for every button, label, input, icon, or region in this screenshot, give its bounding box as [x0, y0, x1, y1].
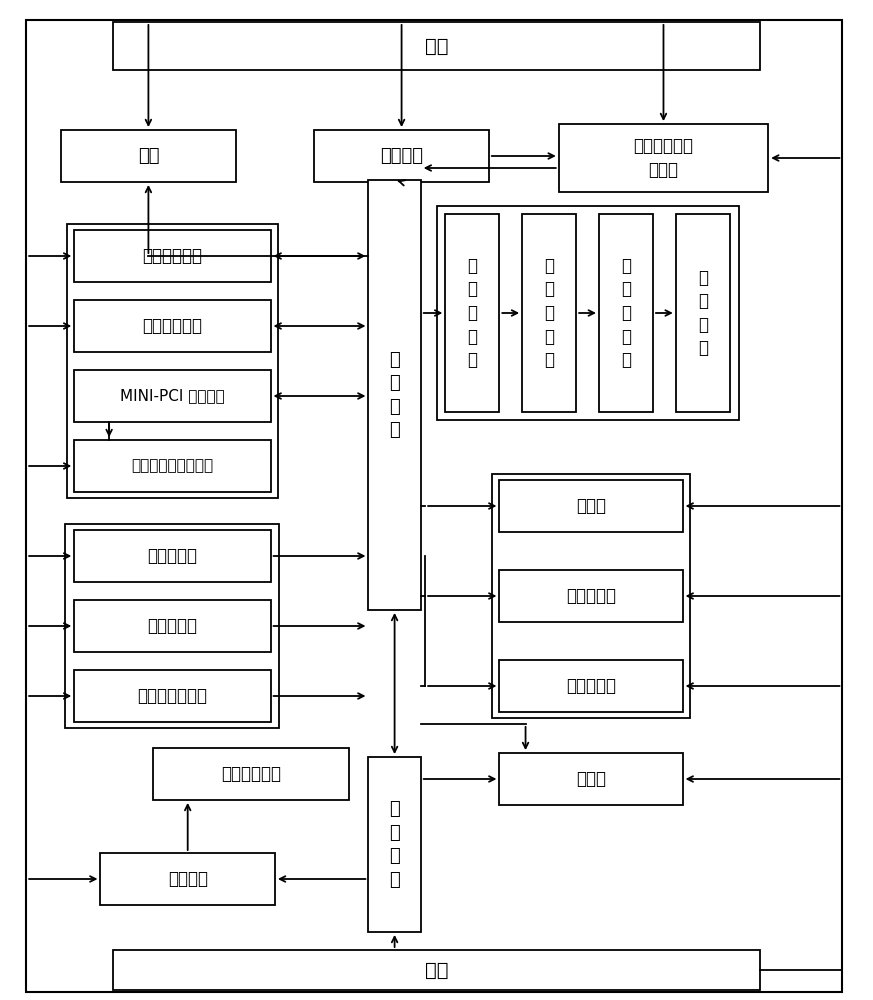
- Text: 湿度检测器: 湿度检测器: [148, 617, 197, 635]
- Text: 显示屏: 显示屏: [576, 770, 606, 788]
- Text: 温控仪: 温控仪: [576, 497, 606, 515]
- Bar: [559, 124, 768, 192]
- Bar: [74, 230, 271, 282]
- Text: 湿度控制器: 湿度控制器: [566, 587, 616, 605]
- Text: 无
线
音
箱: 无 线 音 箱: [698, 269, 708, 357]
- Bar: [65, 524, 279, 728]
- Text: 空气状况记录仪: 空气状况记录仪: [137, 687, 208, 705]
- Text: 人体健康指标
检测仪: 人体健康指标 检测仪: [634, 137, 693, 179]
- Text: 时钟回路模块: 时钟回路模块: [142, 247, 203, 265]
- Text: 温度检测器: 温度检测器: [148, 547, 197, 565]
- Bar: [445, 214, 499, 412]
- Bar: [67, 224, 278, 498]
- Text: 用户: 用户: [425, 36, 448, 55]
- Bar: [100, 853, 275, 905]
- Text: 电源: 电源: [425, 960, 448, 980]
- Bar: [74, 600, 271, 652]
- Bar: [499, 480, 683, 532]
- Text: 控制面板: 控制面板: [380, 147, 423, 165]
- Bar: [74, 530, 271, 582]
- Bar: [113, 950, 760, 990]
- Text: 空气净化器: 空气净化器: [566, 677, 616, 695]
- Bar: [499, 660, 683, 712]
- Bar: [74, 370, 271, 422]
- Text: 主
处
理
器: 主 处 理 器: [389, 351, 400, 439]
- Text: 蓝
牙
适
配
器: 蓝 牙 适 配 器: [467, 257, 478, 369]
- Text: MINI-PCI 无线网卡: MINI-PCI 无线网卡: [120, 388, 224, 403]
- Text: 无
线
接
收
器: 无 线 接 收 器: [621, 257, 631, 369]
- Bar: [61, 130, 236, 182]
- Bar: [436, 206, 739, 420]
- Text: 信
号
放
大
器: 信 号 放 大 器: [544, 257, 554, 369]
- Bar: [499, 753, 683, 805]
- Bar: [74, 440, 271, 492]
- Bar: [74, 670, 271, 722]
- Text: 自动对焦装置: 自动对焦装置: [142, 317, 203, 335]
- Bar: [74, 300, 271, 352]
- Bar: [314, 130, 489, 182]
- Text: 报警电路: 报警电路: [168, 870, 208, 888]
- Bar: [522, 214, 576, 412]
- Text: 报警信号装置: 报警信号装置: [221, 765, 281, 783]
- Bar: [113, 22, 760, 70]
- Text: 微型投影仪（网卡）: 微型投影仪（网卡）: [131, 458, 214, 474]
- Bar: [499, 570, 683, 622]
- Bar: [599, 214, 653, 412]
- Bar: [368, 180, 421, 610]
- Bar: [153, 748, 349, 800]
- Bar: [676, 214, 730, 412]
- Bar: [492, 474, 690, 718]
- Text: 协
处
理
器: 协 处 理 器: [389, 800, 400, 889]
- Bar: [368, 757, 421, 932]
- Text: 手机: 手机: [138, 147, 159, 165]
